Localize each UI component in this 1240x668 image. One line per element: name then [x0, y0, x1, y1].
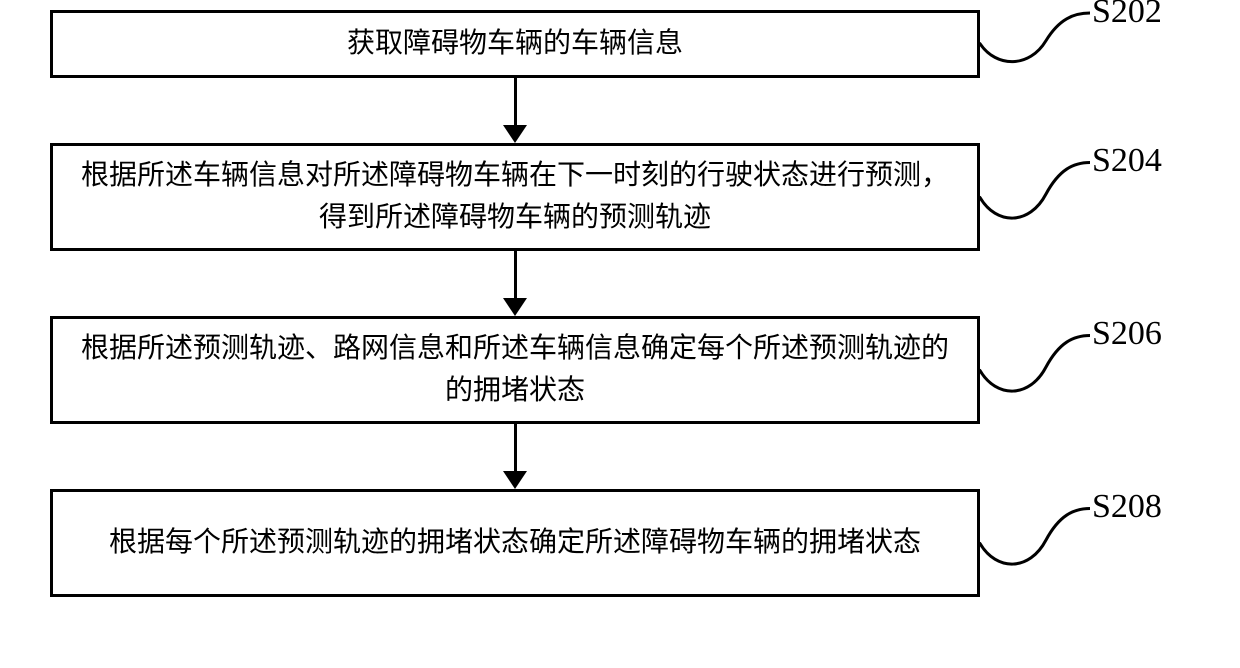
connector-curve: [980, 159, 1090, 229]
flow-step-label: S204: [1092, 142, 1162, 180]
flow-arrow: [50, 78, 980, 143]
flow-step-row: 根据每个所述预测轨迹的拥堵状态确定所述障碍物车辆的拥堵状态 S208: [50, 489, 1190, 597]
flow-step-row: 获取障碍物车辆的车辆信息S202: [50, 10, 1190, 78]
flow-step-box: 根据每个所述预测轨迹的拥堵状态确定所述障碍物车辆的拥堵状态: [50, 489, 980, 597]
flow-step-label: S208: [1092, 488, 1162, 526]
flow-step-box: 获取障碍物车辆的车辆信息: [50, 10, 980, 78]
connector-curve: [980, 505, 1090, 575]
flow-arrow: [50, 424, 980, 489]
flow-step-box: 根据所述预测轨迹、路网信息和所述车辆信息确定每个所述预测轨迹的的拥堵状态: [50, 316, 980, 424]
flow-step-label: S202: [1092, 0, 1162, 31]
flow-step-row: 根据所述预测轨迹、路网信息和所述车辆信息确定每个所述预测轨迹的的拥堵状态 S206: [50, 316, 1190, 424]
connector-curve: [980, 332, 1090, 402]
flow-step-connector: S202: [980, 10, 1180, 78]
flow-step-connector: S208: [980, 489, 1180, 597]
connector-curve: [980, 10, 1090, 71]
flow-arrow: [50, 251, 980, 316]
flow-step-connector: S204: [980, 143, 1180, 251]
flow-step-connector: S206: [980, 316, 1180, 424]
flowchart-container: 获取障碍物车辆的车辆信息S202根据所述车辆信息对所述障碍物车辆在下一时刻的行驶…: [50, 10, 1190, 597]
flow-step-label: S206: [1092, 315, 1162, 353]
flow-step-row: 根据所述车辆信息对所述障碍物车辆在下一时刻的行驶状态进行预测，得到所述障碍物车辆…: [50, 143, 1190, 251]
flow-step-box: 根据所述车辆信息对所述障碍物车辆在下一时刻的行驶状态进行预测，得到所述障碍物车辆…: [50, 143, 980, 251]
